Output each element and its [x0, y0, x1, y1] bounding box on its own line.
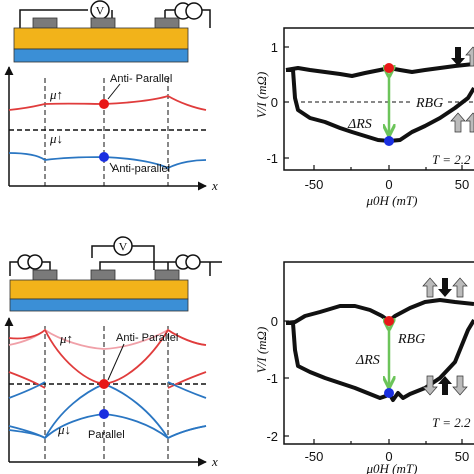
xtick-neg50: -50 [305, 177, 324, 192]
ytick-0: 0 [271, 95, 278, 110]
ytick-neg1: -1 [266, 371, 278, 386]
ytick-1: 1 [271, 40, 278, 55]
y-axis-label: V/I (mΩ) [254, 72, 269, 119]
blue-dot [99, 152, 109, 162]
voltmeter-symbol: V [113, 236, 133, 256]
blue-point [384, 136, 394, 146]
blue-dot [99, 409, 109, 419]
anti-parallel-upper-label: Anti- Parallel [110, 73, 172, 85]
bottom-left-panel: V x μ↑ μ↓ Anti- Parallel Parallel [4, 236, 222, 469]
x-axis-label: μ0H (mT) [366, 193, 418, 208]
ytick-0: 0 [271, 314, 278, 329]
blue-point [384, 388, 394, 398]
red-point [384, 63, 394, 73]
mu-up-label: μ↑ [49, 87, 63, 102]
mu-down-label: μ↓ [49, 131, 63, 146]
tick-marks [284, 46, 463, 170]
y-axis-label: V/I (mΩ) [254, 327, 269, 374]
x-axis-label: μ0H (mT) [366, 461, 418, 474]
magnetization-parallel-icon [450, 112, 474, 133]
rbg-label: RBG [415, 96, 443, 111]
bottom-right-panel: 0 -1 -2 -50 0 50 V/I (mΩ) μ0H (mT) RBG Δ… [254, 261, 474, 474]
xtick-0: 0 [385, 449, 392, 464]
plot-frame [283, 27, 474, 171]
red-dot [99, 99, 109, 109]
voltmeter-symbol: V [90, 0, 110, 20]
substrate-layer [9, 298, 189, 312]
mu-down-label: μ↓ [57, 422, 71, 437]
current-source-symbol-right [175, 254, 201, 270]
contact-1 [32, 269, 58, 281]
leader-upper [107, 83, 121, 100]
temperature-label: T = 2.2 [432, 152, 471, 167]
x-axis-label: x [211, 178, 218, 193]
contact-3 [154, 17, 180, 29]
xtick-50: 50 [455, 177, 469, 192]
xtick-0: 0 [385, 177, 392, 192]
lower-branch [286, 68, 474, 143]
ytick-neg2: -2 [266, 429, 278, 444]
magnetization-triplet-upper-icon [422, 277, 468, 298]
magnetization-triplet-lower-icon [422, 375, 468, 396]
plot-frame [283, 261, 474, 445]
xtick-neg50: -50 [305, 449, 324, 464]
mu-down-crossing-arc [8, 381, 207, 399]
xtick-50: 50 [455, 449, 469, 464]
top-right-panel: 1 0 -1 -50 0 50 V/I (mΩ) μ0H (mT) RBG ΔR… [254, 27, 474, 208]
leader-upper [107, 343, 125, 381]
red-dot [99, 379, 109, 389]
delta-rs-label: ΔRS [355, 353, 380, 368]
substrate-layer [13, 48, 189, 63]
contact-2 [90, 269, 116, 281]
current-source-symbol [165, 2, 205, 20]
delta-rs-label: ΔRS [347, 117, 372, 132]
anti-parallel-label: Anti- Parallel [116, 332, 178, 344]
current-source-symbol-left [17, 254, 43, 270]
rbg-label: RBG [397, 332, 425, 347]
magnetization-antiparallel-icon [451, 46, 474, 67]
upper-branch [285, 298, 474, 325]
ytick-neg1: -1 [266, 151, 278, 166]
mu-up-crossing-arc [8, 371, 207, 389]
parallel-label: Parallel [88, 429, 125, 441]
upper-branch [285, 62, 474, 78]
contact-1 [32, 17, 58, 29]
red-point [384, 316, 394, 326]
leader-lower [109, 162, 115, 171]
anti-parallel-lower-label: Anti-parallel [112, 163, 170, 175]
contact-2 [90, 17, 116, 29]
gold-layer [9, 279, 189, 300]
x-axis-label: x [211, 454, 218, 469]
gold-layer [13, 27, 189, 50]
top-left-panel: V x μ↑ μ↓ Anti- Parallel [4, 0, 218, 193]
contact-3 [154, 269, 180, 281]
temperature-label: T = 2.2 [432, 415, 471, 430]
voltmeter-label: V [119, 240, 128, 254]
mu-up-label: μ↑ [59, 331, 73, 346]
voltmeter-label: V [96, 4, 105, 18]
